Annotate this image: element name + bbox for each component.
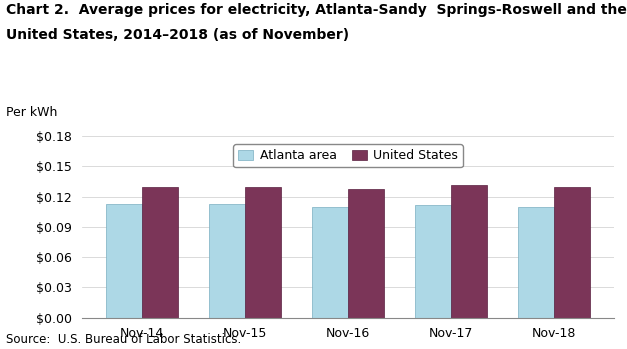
Text: Source:  U.S. Bureau of Labor Statistics.: Source: U.S. Bureau of Labor Statistics. — [6, 333, 241, 346]
Legend: Atlanta area, United States: Atlanta area, United States — [233, 144, 463, 167]
Bar — [312, 207, 348, 318]
Text: Chart 2.  Average prices for electricity, Atlanta-Sandy  Springs-Roswell and the: Chart 2. Average prices for electricity,… — [6, 3, 627, 17]
Bar — [106, 204, 142, 318]
Bar — [518, 207, 554, 318]
Bar — [451, 185, 487, 318]
Bar — [142, 186, 178, 318]
Text: United States, 2014–2018 (as of November): United States, 2014–2018 (as of November… — [6, 28, 349, 42]
Bar — [554, 186, 590, 318]
Bar — [245, 186, 281, 318]
Bar — [348, 188, 384, 318]
Text: Per kWh: Per kWh — [6, 106, 58, 119]
Bar — [415, 205, 451, 318]
Bar — [209, 204, 245, 318]
